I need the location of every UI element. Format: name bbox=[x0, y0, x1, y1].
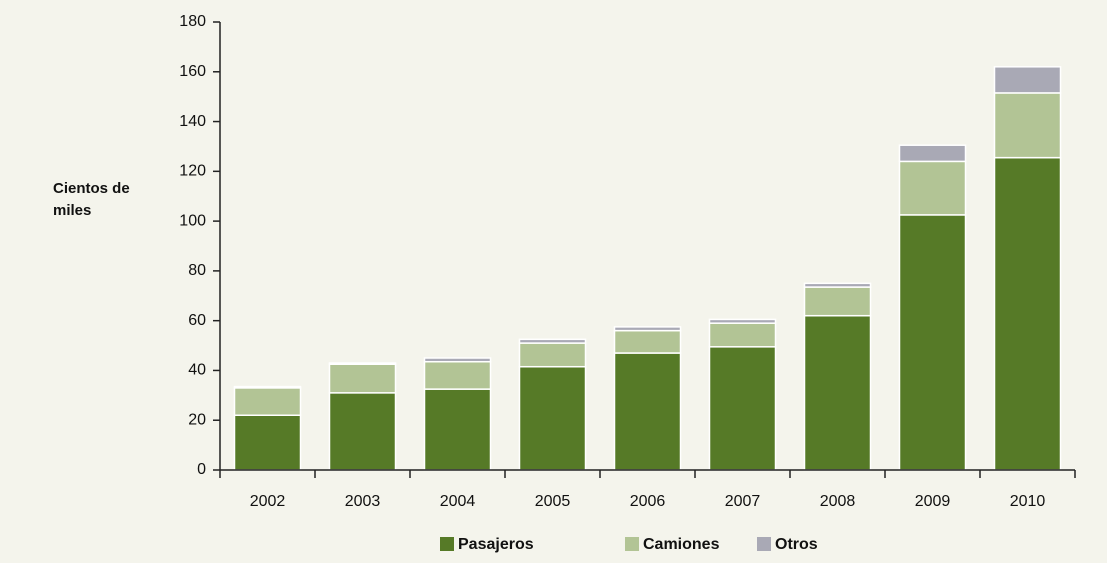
y-tick-label: 160 bbox=[179, 63, 206, 80]
bar-segment bbox=[993, 156, 1062, 471]
bar-segment bbox=[328, 362, 397, 365]
bar-segment bbox=[423, 357, 492, 363]
y-axis-label: Cientos de miles bbox=[53, 180, 130, 219]
bar-segment bbox=[518, 365, 587, 471]
bar-segment bbox=[708, 318, 777, 324]
legend-label: Camiones bbox=[643, 536, 720, 553]
y-tick-label: 60 bbox=[188, 312, 206, 329]
bar-segment bbox=[423, 360, 492, 390]
bar-segment bbox=[803, 282, 872, 288]
legend-swatch bbox=[757, 537, 771, 551]
x-tick-label: 2010 bbox=[1010, 493, 1046, 510]
y-tick-label: 40 bbox=[188, 362, 206, 379]
bar-segment bbox=[613, 326, 682, 332]
bar-segment bbox=[423, 388, 492, 471]
bar-segment bbox=[898, 214, 967, 471]
x-tick-label: 2007 bbox=[725, 493, 761, 510]
legend-label: Pasajeros bbox=[458, 536, 534, 553]
bar-segment bbox=[993, 66, 1062, 94]
bar-segment bbox=[613, 329, 682, 354]
y-tick-label: 140 bbox=[179, 113, 206, 130]
bar-segment bbox=[708, 322, 777, 348]
x-tick-label: 2002 bbox=[250, 493, 286, 510]
bar-segment bbox=[613, 352, 682, 471]
x-tick-label: 2009 bbox=[915, 493, 951, 510]
y-tick-label: 80 bbox=[188, 262, 206, 279]
bar-segment bbox=[518, 338, 587, 344]
bar-segment bbox=[233, 387, 302, 416]
x-tick-label: 2005 bbox=[535, 493, 571, 510]
bar-segment bbox=[898, 160, 967, 216]
y-tick-label: 180 bbox=[179, 13, 206, 30]
bar-segment bbox=[993, 92, 1062, 159]
bar-segment bbox=[803, 314, 872, 471]
legend-swatch bbox=[440, 537, 454, 551]
legend-swatch bbox=[625, 537, 639, 551]
bar-segment bbox=[233, 414, 302, 471]
legend-label: Otros bbox=[775, 536, 818, 553]
bar-segment bbox=[803, 286, 872, 317]
bar-segment bbox=[328, 363, 397, 394]
x-tick-label: 2004 bbox=[440, 493, 476, 510]
x-tick-label: 2006 bbox=[630, 493, 666, 510]
x-tick-label: 2003 bbox=[345, 493, 381, 510]
y-tick-label: 0 bbox=[197, 461, 206, 478]
y-tick-label: 100 bbox=[179, 212, 206, 229]
bar-segment bbox=[328, 392, 397, 471]
x-tick-label: 2008 bbox=[820, 493, 856, 510]
bar-segment bbox=[233, 385, 302, 389]
bar-segment bbox=[898, 144, 967, 163]
bar-segment bbox=[518, 342, 587, 368]
y-tick-label: 120 bbox=[179, 163, 206, 180]
y-tick-label: 20 bbox=[188, 411, 206, 428]
bar-segment bbox=[708, 346, 777, 471]
